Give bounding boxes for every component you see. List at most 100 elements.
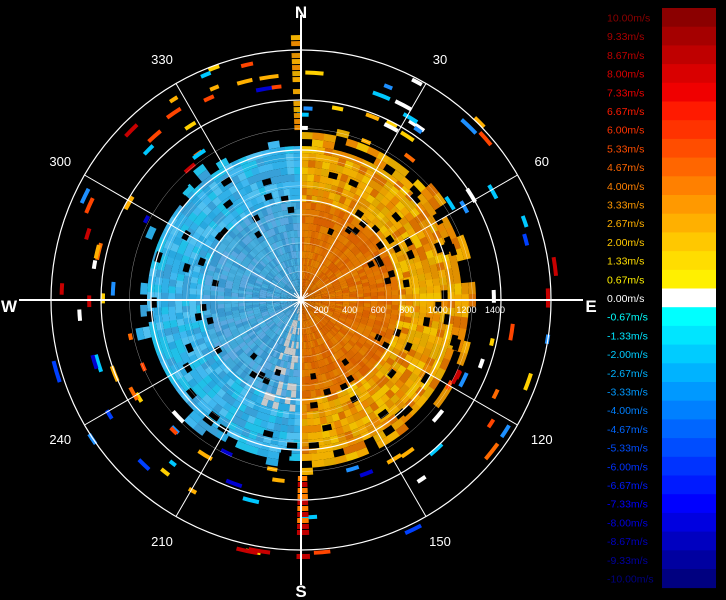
echo-cell: [278, 431, 288, 440]
echo-cell: [273, 292, 281, 296]
echo-cell: [359, 335, 368, 343]
echo-cell: [235, 271, 244, 278]
echo-cell: [293, 265, 297, 273]
echo-cell: [155, 321, 165, 331]
echo-cell: [209, 259, 218, 268]
echo-cell: [306, 280, 311, 288]
echo-cell: [273, 296, 281, 299]
echo-cell: [339, 315, 347, 321]
echo-cell: [402, 271, 411, 279]
echo-cell: [140, 282, 148, 295]
echo-cell: [318, 344, 324, 353]
echo-cell: [293, 153, 302, 161]
echo-cell: [318, 263, 324, 271]
echo-gap: [202, 415, 215, 427]
echo-cell: [420, 187, 434, 202]
echo-cell: [258, 320, 266, 327]
echo-cell: [331, 336, 339, 344]
echo-cell: [314, 278, 320, 285]
bearing-line: [300, 174, 518, 301]
echo-cell: [320, 373, 327, 382]
echo-cell: [328, 296, 336, 299]
echo-cell: [333, 208, 342, 217]
echo-cell: [419, 293, 427, 301]
echo-cell: [217, 311, 226, 318]
echo-cell: [331, 215, 339, 224]
echo-scatter: [272, 477, 285, 483]
echo-cell: [366, 221, 376, 231]
echo-cell: [386, 157, 401, 171]
echo-cell: [288, 326, 293, 334]
echo-cell: [306, 355, 311, 363]
echo-cell: [452, 272, 462, 285]
echo-cell: [253, 310, 262, 316]
echo-cell: [203, 284, 212, 291]
echo-cell: [175, 305, 183, 314]
echo-cell: [461, 305, 469, 319]
echo-cell: [332, 267, 340, 274]
echo-cell: [327, 287, 335, 292]
echo-cell: [273, 303, 281, 306]
echo-cell: [238, 328, 247, 335]
echo-cell: [179, 330, 188, 339]
echo-cell: [252, 304, 260, 308]
echo-cell: [360, 356, 369, 365]
echo-cell: [197, 417, 211, 431]
echo-cell: [343, 272, 351, 278]
echo-cell: [337, 348, 346, 357]
echo-cell: [256, 316, 264, 323]
echo-cell: [366, 387, 376, 397]
echo-cell: [302, 286, 306, 294]
echo-cell: [287, 301, 295, 305]
echo-cell: [230, 250, 239, 259]
echo-cell: [304, 376, 310, 384]
legend-label: 10.00m/s: [607, 12, 650, 24]
echo-cell: [244, 390, 254, 400]
echo-cell: [296, 279, 299, 287]
echo-scatter: [345, 464, 360, 473]
echo-cell: [182, 299, 190, 307]
echo-cell: [262, 239, 270, 248]
echo-cell: [283, 277, 289, 284]
echo-cell: [391, 300, 399, 306]
echo-cell: [238, 305, 246, 310]
legend-label: -8.00m/s: [607, 517, 648, 529]
echo-cell: [380, 271, 389, 279]
echo-cell: [174, 338, 184, 348]
echo-cell: [325, 251, 332, 259]
echo-cell: [324, 183, 333, 192]
echo-cell: [391, 289, 399, 296]
range-tick-label: 400: [342, 305, 357, 315]
echo-cell: [334, 322, 343, 329]
echo-cell: [368, 280, 377, 286]
echo-cell: [284, 285, 291, 292]
echo-cell: [285, 317, 291, 325]
echo-cell: [323, 133, 337, 143]
echo-cell: [183, 415, 198, 429]
echo-cell: [391, 304, 399, 311]
echo-cell: [307, 251, 312, 259]
echo-cell: [309, 333, 314, 341]
echo-cell: [405, 305, 413, 313]
echo-cell: [339, 280, 347, 286]
echo-cell: [243, 226, 252, 235]
echo-cell: [294, 279, 298, 287]
echo-cell: [226, 212, 236, 222]
echo-cell: [262, 267, 270, 274]
echo-cell: [377, 300, 385, 305]
echo-cell: [268, 331, 275, 339]
echo-cell: [304, 223, 310, 231]
echo-cell: [320, 305, 329, 309]
echo-cell: [313, 324, 319, 332]
range-tick-label: 800: [399, 305, 414, 315]
echo-cell: [363, 352, 372, 362]
echo-cell: [240, 229, 249, 238]
echo-cell: [224, 310, 233, 317]
echo-scatter: [84, 227, 92, 240]
echo-cell: [274, 318, 282, 325]
echo-cell: [244, 357, 253, 366]
echo-cell: [305, 265, 309, 273]
echo-cell: [382, 361, 392, 371]
echo-cell: [303, 327, 307, 335]
echo-cell: [314, 302, 322, 306]
